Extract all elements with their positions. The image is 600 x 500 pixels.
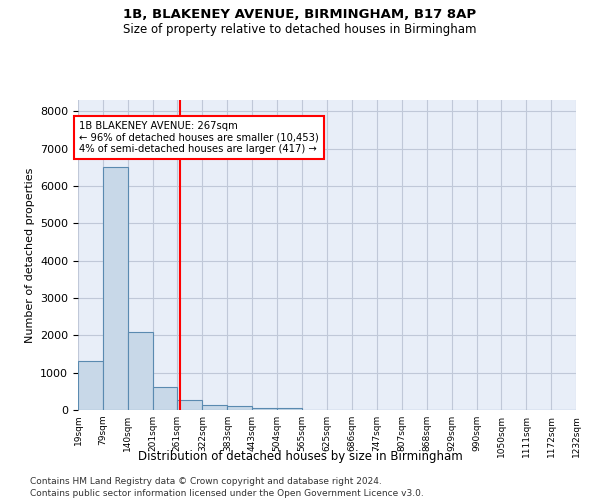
Y-axis label: Number of detached properties: Number of detached properties bbox=[25, 168, 35, 342]
Bar bbox=[153, 387, 178, 410]
Bar bbox=[252, 408, 277, 410]
Text: 1B BLAKENEY AVENUE: 267sqm
← 96% of detached houses are smaller (10,453)
4% of s: 1B BLAKENEY AVENUE: 267sqm ← 96% of deta… bbox=[79, 120, 319, 154]
Bar bbox=[277, 408, 302, 410]
Bar bbox=[128, 332, 153, 410]
Bar bbox=[178, 400, 202, 410]
Text: Size of property relative to detached houses in Birmingham: Size of property relative to detached ho… bbox=[123, 22, 477, 36]
Bar bbox=[78, 362, 103, 410]
Text: 1B, BLAKENEY AVENUE, BIRMINGHAM, B17 8AP: 1B, BLAKENEY AVENUE, BIRMINGHAM, B17 8AP bbox=[124, 8, 476, 20]
Bar bbox=[202, 405, 227, 410]
Text: Contains HM Land Registry data © Crown copyright and database right 2024.: Contains HM Land Registry data © Crown c… bbox=[30, 478, 382, 486]
Bar bbox=[103, 167, 128, 410]
Text: Distribution of detached houses by size in Birmingham: Distribution of detached houses by size … bbox=[137, 450, 463, 463]
Bar bbox=[227, 406, 252, 410]
Text: Contains public sector information licensed under the Open Government Licence v3: Contains public sector information licen… bbox=[30, 489, 424, 498]
